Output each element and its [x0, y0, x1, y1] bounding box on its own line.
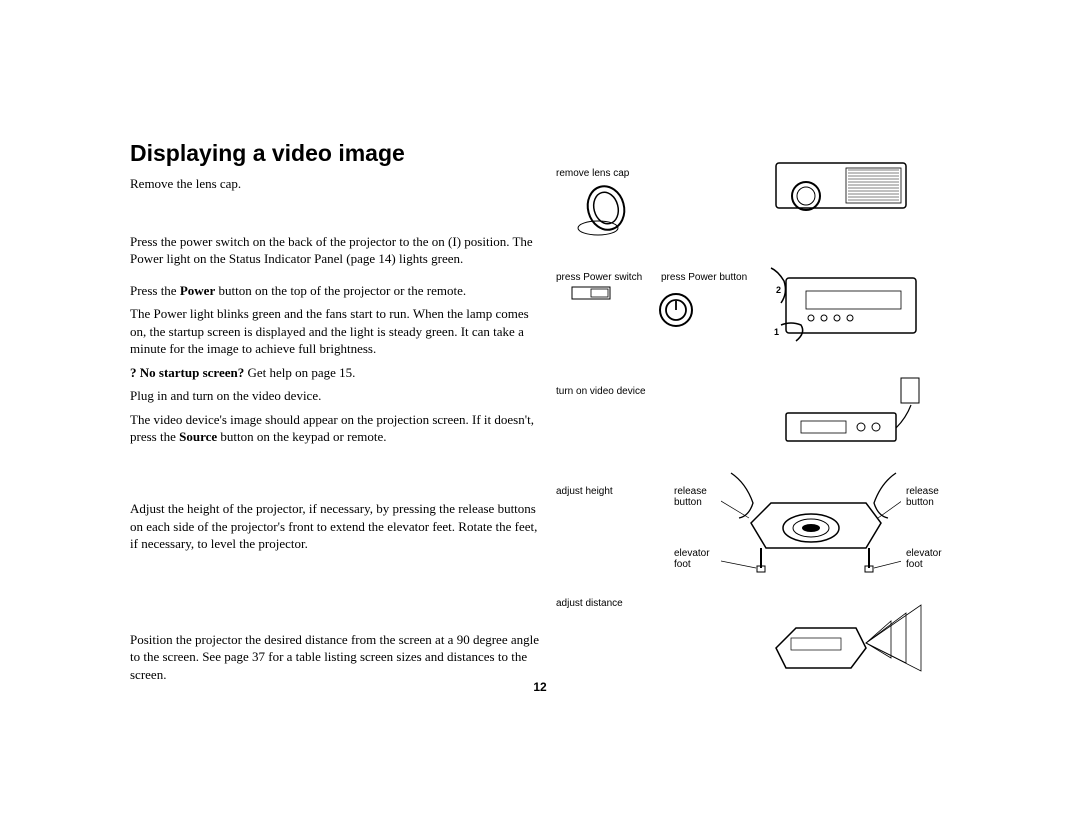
lens-cap-icon — [556, 178, 656, 248]
instruction-column: Remove the lens cap. Press the power swi… — [130, 175, 540, 683]
step-source: The video device's image should appear o… — [130, 411, 540, 446]
projector-height-icon — [721, 468, 901, 578]
step-adjust-height: Adjust the height of the projector, if n… — [130, 500, 540, 553]
projector-distance-icon — [766, 593, 936, 693]
no-startup-hint: ? No startup screen? Get help on page 15… — [130, 364, 540, 382]
text: button on the keypad or remote. — [217, 429, 386, 444]
step-press-power: Press the Power button on the top of the… — [130, 282, 540, 300]
manual-page: Displaying a video image Remove the lens… — [0, 0, 1080, 834]
projector-front-icon — [766, 148, 926, 228]
svg-text:2: 2 — [776, 285, 781, 295]
caption-release-button-right: release button — [906, 486, 946, 508]
text: Press the — [130, 283, 180, 298]
caption-release-button-left: release button — [674, 486, 714, 508]
hint-text: Get help on page 15. — [244, 365, 355, 380]
caption-turn-on-video: turn on video device — [556, 386, 646, 397]
hint-bold: ? No startup screen? — [130, 365, 244, 380]
text: button on the top of the projector or th… — [215, 283, 466, 298]
step-remove-cap: Remove the lens cap. — [130, 175, 540, 193]
caption-adjust-distance: adjust distance — [556, 598, 623, 609]
source-word: Source — [179, 429, 217, 444]
svg-text:1: 1 — [774, 327, 779, 337]
power-switch-icon — [571, 286, 611, 304]
caption-power-switch: press Power switch — [556, 272, 642, 283]
page-number: 12 — [0, 680, 1080, 694]
caption-power-button: press Power button — [661, 272, 747, 283]
step-lamp-warmup: The Power light blinks green and the fan… — [130, 305, 540, 358]
projector-back-hands-icon: 2 1 — [766, 263, 931, 353]
step-plug-video: Plug in and turn on the video device. — [130, 387, 540, 405]
video-device-icon — [746, 373, 926, 453]
power-word: Power — [180, 283, 215, 298]
power-button-icon — [656, 290, 696, 330]
caption-elevator-foot-left: elevator foot — [674, 548, 719, 570]
caption-adjust-height: adjust height — [556, 486, 613, 497]
step-adjust-distance: Position the projector the desired dista… — [130, 631, 540, 684]
caption-elevator-foot-right: elevator foot — [906, 548, 951, 570]
step-power-switch: Press the power switch on the back of th… — [130, 233, 540, 268]
